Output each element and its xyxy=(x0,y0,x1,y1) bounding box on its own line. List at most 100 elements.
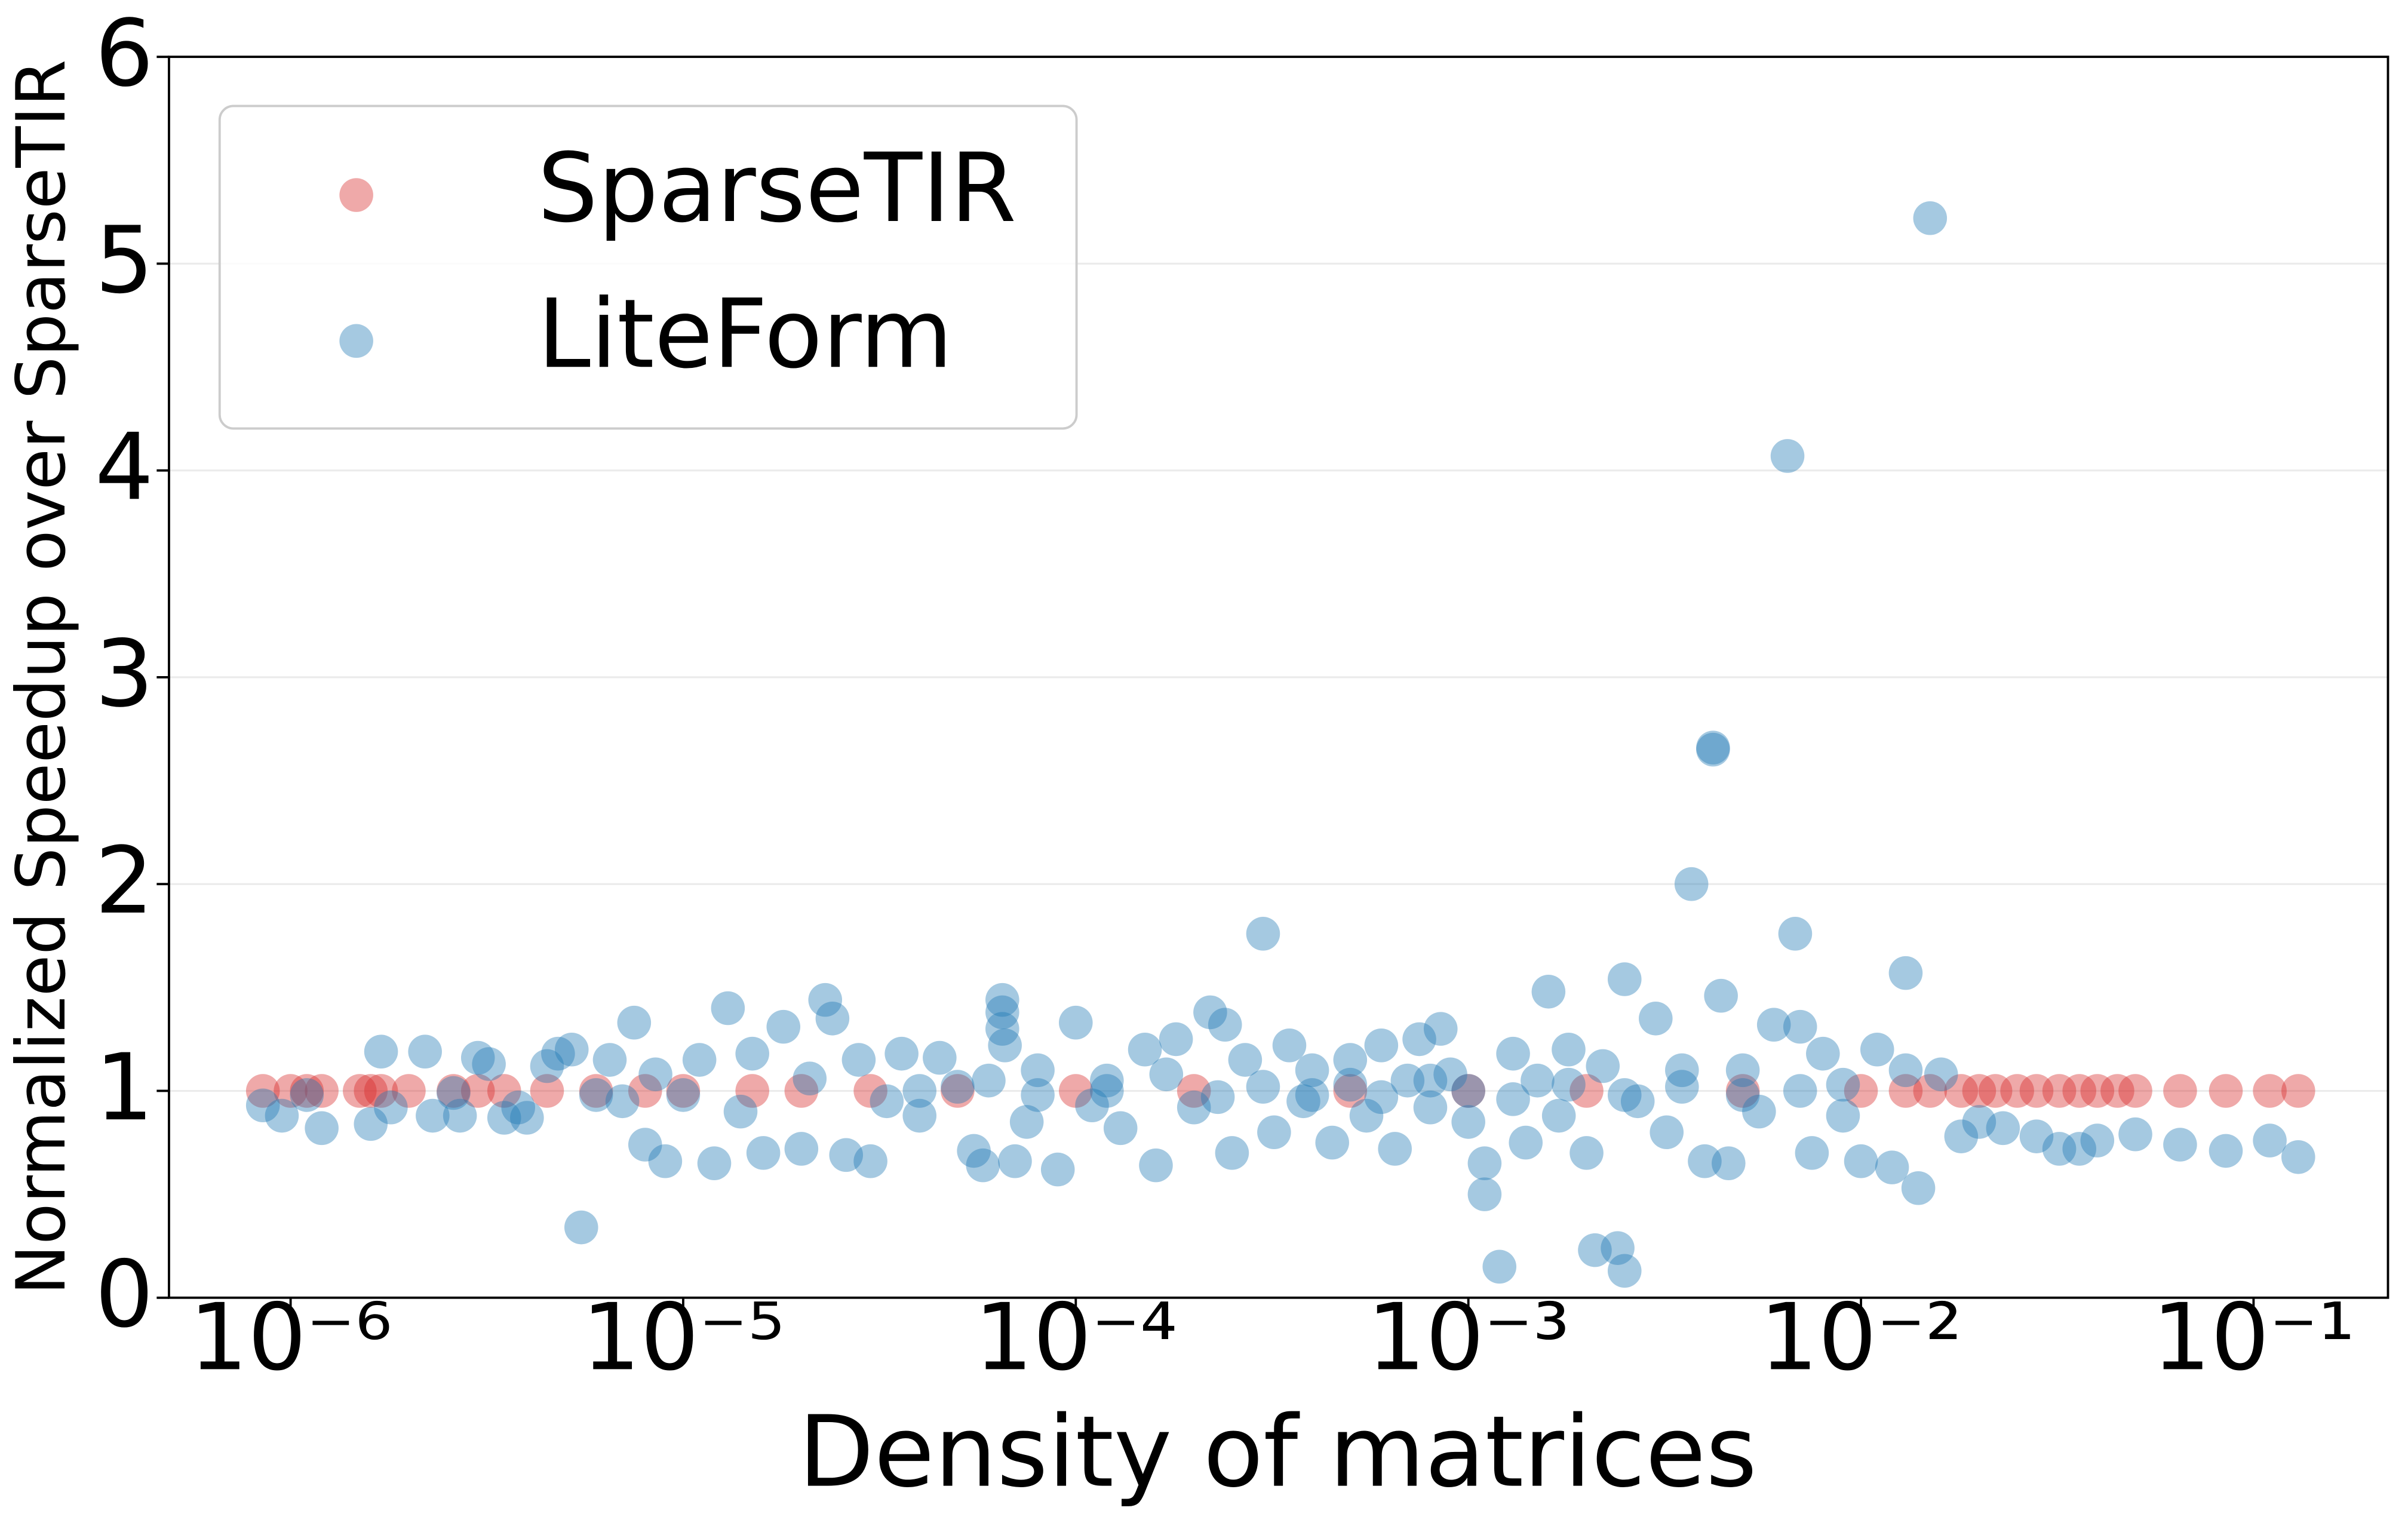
scatter-point xyxy=(1090,1074,1124,1108)
scatter-point xyxy=(1509,1125,1543,1160)
scatter-point xyxy=(290,1074,324,1108)
scatter-point xyxy=(1665,1053,1699,1088)
scatter-point xyxy=(1451,1105,1485,1139)
scatter-point xyxy=(1451,1074,1485,1108)
scatter-point xyxy=(628,1128,662,1162)
scatter-point xyxy=(592,1043,627,1077)
scatter-point xyxy=(1860,1032,1894,1067)
scatter-point xyxy=(1159,1022,1193,1057)
scatter-point xyxy=(501,1090,535,1125)
scatter-point xyxy=(374,1090,408,1125)
scatter-point xyxy=(1333,1043,1368,1077)
scatter-point xyxy=(1712,1146,1746,1180)
scatter-point xyxy=(870,1084,904,1119)
scatter-point xyxy=(1075,1088,1109,1123)
scatter-point xyxy=(1742,1094,1776,1129)
scatter-point xyxy=(1423,1012,1458,1046)
scatter-point xyxy=(1944,1074,1979,1108)
scatter-point xyxy=(274,1074,308,1108)
scatter-point xyxy=(1696,730,1730,764)
scatter-point xyxy=(648,1144,683,1178)
scatter-point xyxy=(290,1078,324,1112)
scatter-point xyxy=(697,1146,732,1180)
y-tick-label: 0 xyxy=(95,1241,153,1348)
scatter-point xyxy=(711,991,745,1026)
scatter-point xyxy=(1364,1028,1399,1063)
scatter-point xyxy=(392,1074,426,1108)
scatter-point xyxy=(437,1074,471,1108)
scatter-point xyxy=(793,1061,827,1095)
scatter-point xyxy=(841,1043,876,1077)
scatter-point xyxy=(1725,1078,1760,1112)
x-tick-label: 10⁻³ xyxy=(1367,1284,1570,1391)
y-tick-label: 6 xyxy=(95,1,153,108)
scatter-point xyxy=(1778,917,1813,951)
scatter-point xyxy=(985,1012,1019,1046)
scatter-point xyxy=(985,983,1019,1017)
scatter-point xyxy=(2209,1134,2243,1168)
scatter-point xyxy=(666,1078,701,1112)
scatter-point xyxy=(1806,1036,1840,1071)
x-tick-label: 10⁻⁶ xyxy=(189,1284,392,1391)
scatter-point xyxy=(305,1111,339,1146)
scatter-point xyxy=(1378,1132,1412,1166)
scatter-point xyxy=(1962,1074,1997,1108)
scatter-point xyxy=(1552,1067,1586,1102)
scatter-point xyxy=(1413,1090,1448,1125)
scatter-point xyxy=(343,1074,377,1108)
scatter-point xyxy=(1844,1144,1878,1178)
scatter-point xyxy=(460,1074,495,1108)
scatter-point xyxy=(1215,1136,1249,1170)
scatter-point xyxy=(1888,956,1923,990)
scatter-point xyxy=(2253,1074,2287,1108)
scatter-point xyxy=(617,1005,652,1040)
scatter-point xyxy=(1521,1063,1555,1098)
scatter-point xyxy=(579,1074,613,1108)
scatter-point xyxy=(853,1144,887,1178)
scatter-point xyxy=(2042,1074,2077,1108)
scatter-point xyxy=(998,1144,1032,1178)
scatter-point xyxy=(1620,1084,1655,1119)
scatter-point xyxy=(1402,1022,1436,1057)
scatter-point xyxy=(2163,1074,2197,1108)
scatter-point xyxy=(1844,1074,1878,1108)
scatter-point xyxy=(1009,1105,1044,1139)
scatter-point xyxy=(510,1101,544,1135)
scatter-point xyxy=(265,1098,299,1133)
scatter-point xyxy=(2080,1123,2115,1158)
y-tick-label: 4 xyxy=(95,414,153,521)
scatter-point xyxy=(2042,1132,2077,1166)
scatter-point xyxy=(1451,1074,1485,1108)
scatter-point xyxy=(923,1040,957,1075)
scatter-point xyxy=(1228,1043,1263,1077)
legend-box xyxy=(218,105,1078,430)
scatter-point xyxy=(2118,1074,2152,1108)
scatter-point xyxy=(972,1063,1006,1098)
scatter-point xyxy=(472,1047,506,1081)
scatter-point xyxy=(2019,1119,2054,1153)
scatter-point xyxy=(1552,1032,1586,1067)
scatter-point xyxy=(1496,1036,1530,1071)
scatter-point xyxy=(1913,1074,1948,1108)
scatter-point xyxy=(1696,732,1730,767)
scatter-point xyxy=(541,1036,575,1071)
scatter-point xyxy=(2019,1074,2054,1108)
y-tick-label: 3 xyxy=(95,621,153,728)
scatter-point xyxy=(1295,1053,1329,1088)
legend-marker xyxy=(339,178,373,212)
scatter-point xyxy=(2062,1132,2097,1166)
x-tick-label: 10⁻⁵ xyxy=(582,1284,785,1391)
scatter-point xyxy=(1986,1111,2020,1146)
scatter-point xyxy=(1496,1082,1530,1116)
scatter-point xyxy=(1783,1009,1817,1044)
scatter-point xyxy=(1531,974,1566,1009)
scatter-point xyxy=(579,1078,613,1112)
scatter-point xyxy=(2062,1074,2097,1108)
scatter-point xyxy=(354,1107,388,1141)
scatter-point xyxy=(1639,1002,1673,1036)
scatter-point xyxy=(666,1074,701,1108)
scatter-point xyxy=(682,1043,717,1077)
scatter-point xyxy=(853,1074,887,1108)
scatter-point xyxy=(530,1049,564,1083)
